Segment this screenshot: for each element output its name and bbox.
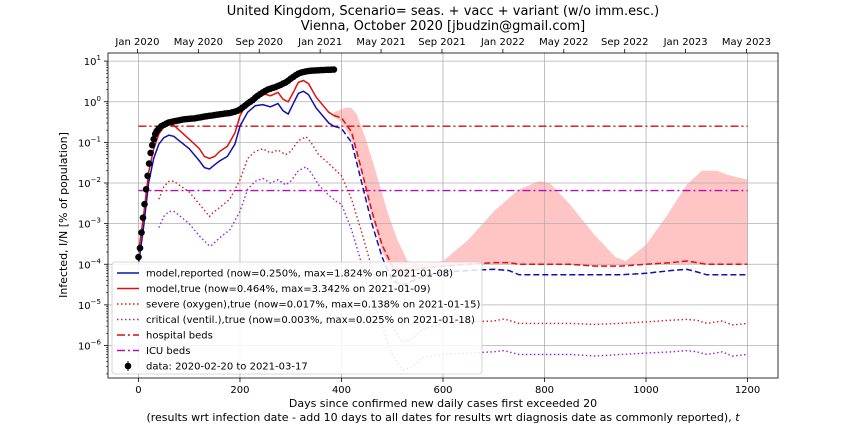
data-point bbox=[135, 253, 142, 261]
x-tick-label: 400 bbox=[332, 385, 351, 396]
data-points bbox=[135, 66, 338, 261]
data-point bbox=[147, 149, 154, 157]
data-point bbox=[145, 160, 153, 167]
x-tick-label: 200 bbox=[230, 385, 249, 396]
legend-box bbox=[111, 261, 483, 375]
y-tick-label: 10−5 bbox=[78, 298, 101, 312]
data-point bbox=[144, 172, 151, 180]
series-line-0 bbox=[137, 90, 335, 265]
y-tick-label: 10−2 bbox=[78, 176, 101, 190]
x-axis-label-line1: Days since confirmed new daily cases fir… bbox=[289, 397, 597, 410]
x-axis-ticks: 0 200 400 600 800 1000 1200 bbox=[135, 378, 760, 396]
data-point bbox=[330, 66, 338, 73]
legend-label: ICU beds bbox=[146, 346, 191, 357]
x-axis-label-variable: t bbox=[735, 411, 740, 424]
chart-title-line2: Vienna, October 2020 [jbudzin@gmail.com] bbox=[301, 19, 585, 34]
x-tick-label: 600 bbox=[433, 385, 452, 396]
top-axis-ticks: Jan 2020 May 2020 Sep 2020 Jan 2021 May 2021… bbox=[114, 37, 771, 53]
x-tick-label: 1200 bbox=[735, 385, 760, 396]
uncertainty-band bbox=[333, 107, 748, 277]
y-axis-ticks: 101 100 10−1 10−2 10−3 10−4 10−5 10−6 bbox=[78, 54, 108, 375]
data-point bbox=[138, 229, 145, 236]
legend: model,reported (now=0.250%, max=1.824% o… bbox=[111, 261, 483, 375]
top-tick-label: Jan 2021 bbox=[297, 37, 342, 48]
y-tick-label: 100 bbox=[84, 95, 101, 109]
series-line-2 bbox=[137, 79, 335, 253]
chart-title-line1: United Kingdom, Scenario= seas. + vacc +… bbox=[227, 4, 659, 19]
top-tick-label: Sep 2021 bbox=[418, 37, 465, 48]
series-line-1 bbox=[333, 125, 748, 287]
x-tick-label: 1000 bbox=[633, 385, 658, 396]
top-tick-label: Sep 2020 bbox=[236, 37, 283, 48]
y-tick-label: 101 bbox=[84, 54, 101, 68]
legend-label: severe (oxygen),true (now=0.017%, max=0.… bbox=[146, 300, 480, 311]
y-tick-label: 10−4 bbox=[78, 257, 102, 271]
y-tick-label: 10−1 bbox=[78, 135, 101, 149]
top-tick-label: Jan 2023 bbox=[663, 37, 708, 48]
top-tick-label: May 2021 bbox=[356, 37, 405, 48]
y-tick-label: 10−6 bbox=[78, 339, 102, 353]
y-axis-label: Infected, I/N [% of population] bbox=[57, 132, 70, 298]
legend-label: hospital beds bbox=[146, 331, 213, 342]
series-line-4 bbox=[158, 135, 748, 344]
data-point bbox=[150, 135, 157, 143]
top-tick-label: May 2023 bbox=[722, 37, 771, 48]
top-tick-label: Jan 2022 bbox=[480, 37, 525, 48]
top-tick-label: Jan 2020 bbox=[114, 37, 159, 48]
legend-label: critical (ventil.),true (now=0.003%, max… bbox=[146, 315, 475, 326]
top-tick-label: Sep 2022 bbox=[601, 37, 648, 48]
legend-label: data: 2020-02-20 to 2021-03-17 bbox=[146, 362, 308, 373]
data-point bbox=[142, 186, 150, 193]
data-point bbox=[136, 244, 144, 252]
top-tick-label: May 2022 bbox=[539, 37, 588, 48]
top-tick-label: May 2020 bbox=[174, 37, 223, 48]
x-tick-label: 800 bbox=[535, 385, 554, 396]
legend-label: model,reported (now=0.250%, max=1.824% o… bbox=[146, 269, 453, 280]
series-lines bbox=[137, 79, 748, 371]
series-line-5 bbox=[158, 165, 748, 371]
data-point bbox=[141, 200, 148, 208]
x-axis-label-line2: (results wrt infection date - add 10 day… bbox=[146, 411, 740, 424]
y-tick-label: 10−3 bbox=[78, 217, 101, 231]
data-point bbox=[139, 214, 147, 221]
series-line-3 bbox=[333, 114, 748, 275]
data-point bbox=[148, 141, 156, 149]
x-axis-label-line2-text: (results wrt infection date - add 10 day… bbox=[146, 411, 735, 424]
uncertainty-band-area bbox=[333, 107, 748, 277]
x-tick-label: 0 bbox=[135, 385, 141, 396]
legend-label: model,true (now=0.464%, max=3.342% on 20… bbox=[146, 284, 431, 295]
